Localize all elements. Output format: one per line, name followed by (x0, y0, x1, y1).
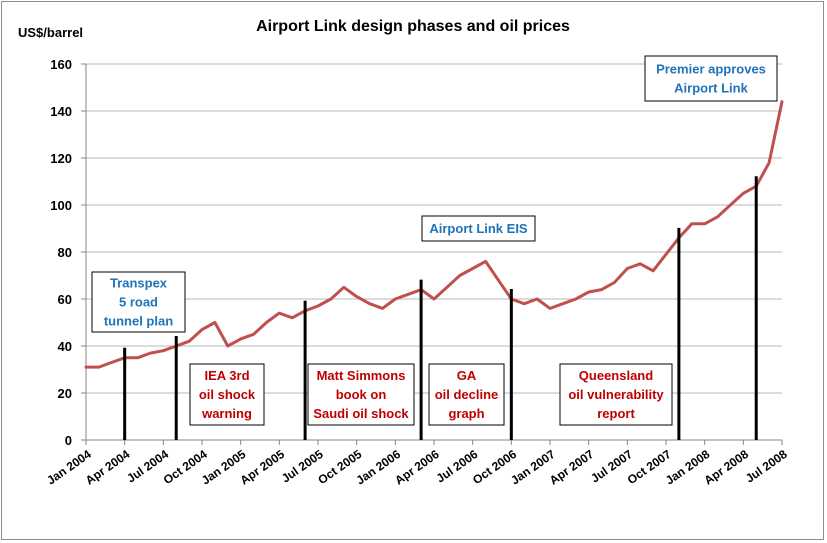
annotation-text: oil shock (199, 387, 256, 402)
annotation-text: warning (201, 406, 252, 421)
annotation-text: Queensland (579, 368, 653, 383)
annotation-text: report (597, 406, 635, 421)
annotation-frame (428, 363, 505, 426)
annotation-text: graph (448, 406, 484, 421)
y-tick-label: 120 (50, 151, 72, 166)
annotation-frame (189, 363, 265, 426)
y-tick-label: 140 (50, 104, 72, 119)
annotation-box: Premier approves Airport Link (644, 55, 778, 102)
annotation-text: IEA 3rd (204, 368, 249, 383)
annotation-text: oil vulnerability (568, 387, 664, 402)
chart-title: Airport Link design phases and oil price… (256, 18, 570, 35)
annotation-text: book on (336, 387, 387, 402)
annotation-text: tunnel plan (104, 314, 173, 329)
x-tick-label: Jul 2008 (743, 447, 790, 486)
annotation-box: IEA 3rd oil shock warning (189, 363, 265, 426)
annotation-text: Premier approves (656, 62, 766, 77)
annotation-frame (644, 55, 778, 102)
annotation-frame (421, 215, 536, 242)
annotation-box: Queensland oil vulnerability report (559, 363, 673, 426)
annotation-frame (91, 271, 186, 333)
annotation-frame (559, 363, 673, 426)
annotation-box: Transpex 5 road tunnel plan (91, 271, 186, 333)
x-tick-label: Apr 2006 (392, 447, 442, 488)
annotation-text: 5 road (119, 295, 158, 310)
y-tick-labels: 0 20 40 60 80 100 120 140 160 (50, 57, 72, 448)
annotation-box: Matt Simmons book on Saudi oil shock (307, 363, 415, 426)
y-tick-label: 20 (58, 386, 72, 401)
y-tick-label: 100 (50, 198, 72, 213)
annotation-text: Airport Link (674, 81, 748, 96)
x-tick-label: Apr 2004 (83, 447, 133, 488)
annotation-text: GA (457, 368, 477, 383)
x-tick-label: Apr 2008 (701, 447, 751, 488)
y-tick-label: 160 (50, 57, 72, 72)
series-layer (84, 100, 784, 369)
oil-price-line (84, 100, 784, 369)
event-markers (123, 176, 758, 440)
y-tick-label: 0 (65, 433, 72, 448)
annotation-box: GA oil decline graph (428, 363, 505, 426)
annotation-text: Matt Simmons (317, 368, 406, 383)
annotation-box: Airport Link EIS (421, 215, 536, 242)
y-axis-label: US$/barrel (18, 25, 83, 40)
y-tick-label: 80 (58, 245, 72, 260)
y-tick-label: 40 (58, 339, 72, 354)
annotation-text: oil decline (435, 387, 499, 402)
annotation-text: Airport Link EIS (429, 221, 528, 236)
y-tick-label: 60 (58, 292, 72, 307)
annotation-text: Transpex (110, 276, 168, 291)
annotation-frame (307, 363, 415, 426)
annotation-text: Saudi oil shock (313, 406, 409, 421)
x-tick-label: Apr 2007 (547, 447, 597, 488)
event-annotations: Transpex 5 road tunnel plan IEA 3rd oil shoc… (91, 55, 778, 426)
x-tick-label: Apr 2005 (237, 447, 287, 488)
